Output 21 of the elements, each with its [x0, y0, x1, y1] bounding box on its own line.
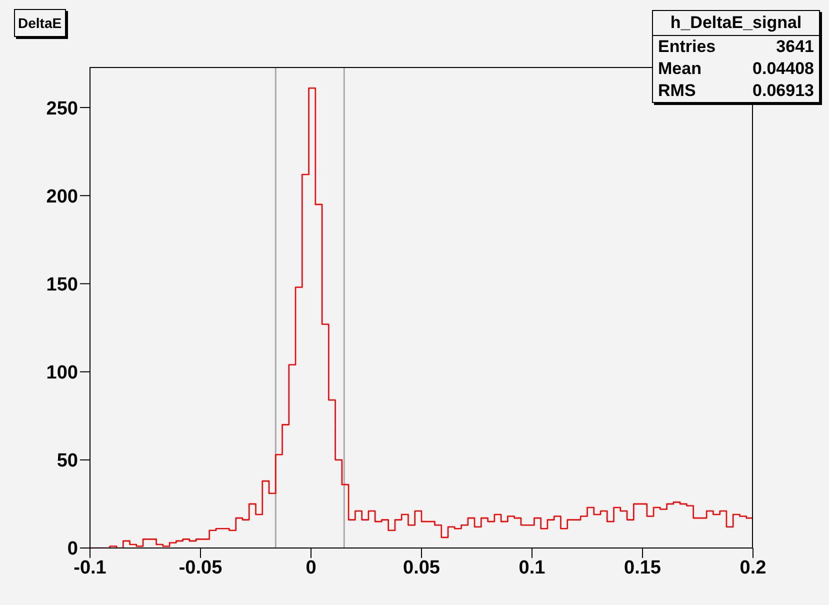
x-tick-label: 0 — [306, 557, 316, 578]
y-tick-label: 250 — [46, 98, 78, 120]
annotation: RMS — [658, 81, 696, 101]
x-tick-label: -0.1 — [74, 557, 107, 578]
x-tick-label: 0.15 — [624, 557, 662, 578]
annotation: 0.04408 — [752, 59, 814, 79]
y-tick-label: 0 — [67, 538, 78, 560]
x-tick-label: -0.05 — [178, 557, 223, 578]
chart-title: DeltaE — [14, 9, 66, 37]
annotation: Mean — [658, 59, 702, 79]
text: Entries — [658, 37, 716, 57]
annotation: 0.06913 — [752, 81, 814, 101]
text: 3641 — [776, 37, 814, 57]
x-tick-label: 0.05 — [403, 557, 440, 578]
x-tick-label: 0.1 — [518, 557, 546, 578]
y-tick-label: 50 — [56, 450, 78, 472]
x-tick-label: 0.2 — [740, 557, 766, 578]
text: h_DeltaE_signal — [653, 11, 819, 36]
y-tick-label: 150 — [46, 274, 78, 296]
y-tick-label: 100 — [46, 362, 78, 384]
y-tick-label: 200 — [46, 186, 78, 208]
